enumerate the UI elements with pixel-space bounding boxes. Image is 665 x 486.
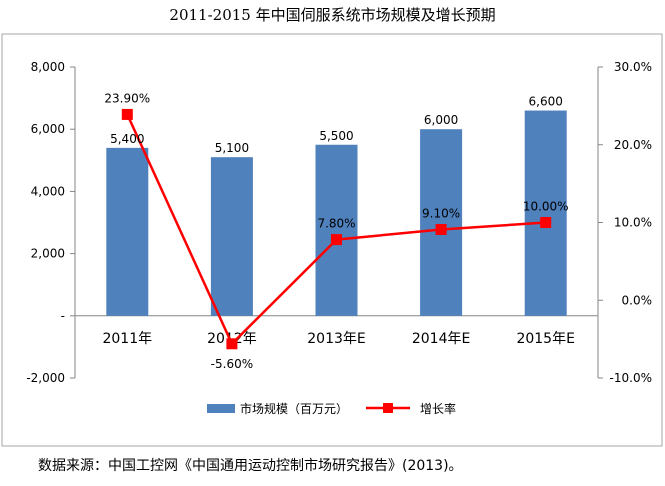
right-axis-tick-label: 0.0% [622, 293, 653, 307]
growth-data-label: 23.90% [104, 91, 150, 105]
growth-marker [226, 338, 238, 350]
growth-data-label: -5.60% [211, 357, 253, 371]
category-tick-label: 2013年E [307, 331, 365, 347]
bar-data-label: 5,400 [110, 132, 144, 146]
category-tick-label: 2015年E [516, 331, 574, 347]
legend-bar-swatch [207, 404, 235, 413]
category-tick-label: 2014年E [412, 331, 470, 347]
source-note: 数据来源：中国工控网《中国通用运动控制市场研究报告》(2013)。 [38, 458, 463, 474]
bar [106, 147, 149, 316]
legend-bar-label: 市场规模（百万元） [240, 401, 348, 416]
left-axis-tick-label: -2,000 [26, 371, 65, 385]
bar-data-label: 5,500 [319, 129, 353, 143]
legend-line-label: 增长率 [420, 401, 456, 416]
growth-marker [435, 223, 447, 235]
bar [315, 144, 358, 316]
category-tick-label: 2011年 [102, 331, 152, 347]
left-axis-tick-label: 6,000 [31, 122, 65, 136]
chart-title: 2011-2015 年中国伺服系统市场规模及增长预期 [169, 6, 496, 24]
chart-frame [1, 33, 663, 447]
right-axis-tick-label: 30.0% [614, 60, 652, 74]
left-axis-tick-label: 4,000 [31, 184, 65, 198]
bar [420, 129, 463, 316]
right-axis-tick-label: 20.0% [614, 138, 652, 152]
right-axis-tick-label: 10.0% [614, 216, 652, 230]
growth-data-label: 10.00% [523, 200, 569, 214]
legend-line-marker [383, 403, 393, 413]
bar [210, 157, 253, 316]
bar-data-label: 6,600 [529, 95, 563, 109]
growth-marker [121, 108, 133, 120]
growth-data-label: 7.80% [317, 217, 355, 231]
bar [524, 110, 567, 316]
growth-marker [331, 234, 342, 246]
left-axis-tick-label: - [61, 309, 65, 323]
bar-data-label: 6,000 [424, 113, 458, 127]
growth-data-label: 9.10% [422, 206, 460, 220]
right-axis-tick-label: -10.0% [610, 371, 652, 385]
growth-marker [540, 217, 552, 228]
bar-data-label: 5,100 [215, 141, 249, 155]
left-axis-tick-label: 8,000 [31, 60, 65, 74]
left-axis-tick-label: 2,000 [31, 247, 65, 261]
